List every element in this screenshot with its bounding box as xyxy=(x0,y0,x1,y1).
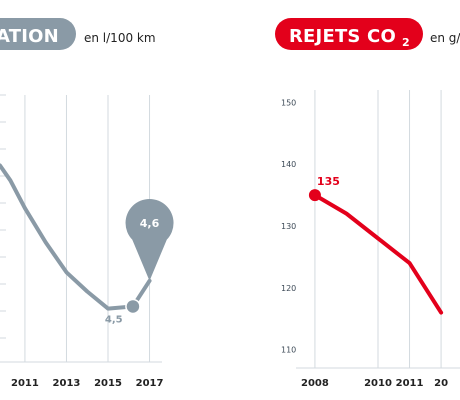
co2-x-tick-label: 20 xyxy=(434,378,448,389)
co2-y-ticks: 110 120 130 140 150 xyxy=(281,98,296,354)
co2-x-ticks: 2008 2010 2011 20 xyxy=(301,378,448,389)
co2-title-text: REJETS CO xyxy=(289,26,396,47)
co2-series-line xyxy=(312,193,444,315)
consumption-title-text: ATION xyxy=(0,26,59,47)
consumption-x-tick-label: 2017 xyxy=(136,378,164,389)
co2-grid xyxy=(296,90,460,369)
co2-title: REJETS CO 2 en g/ xyxy=(275,18,460,50)
consumption-x-tick-label: 2011 xyxy=(11,378,39,389)
co2-y-tick-label: 120 xyxy=(281,284,296,293)
co2-marker-label: 135 xyxy=(317,175,340,188)
co2-y-tick-label: 110 xyxy=(281,346,296,355)
co2-y-tick-label: 140 xyxy=(281,160,296,169)
consumption-marker xyxy=(125,298,141,315)
consumption-title-pill xyxy=(0,18,76,50)
co2-y-tick-label: 150 xyxy=(281,98,296,107)
co2-title-subscript: 2 xyxy=(402,36,410,49)
co2-marker xyxy=(308,189,321,202)
consumption-x-tick-label: 2013 xyxy=(53,378,81,389)
consumption-x-tick-label: 2015 xyxy=(94,378,122,389)
co2-x-tick-label: 2010 xyxy=(364,378,392,389)
consumption-title: ATION en l/100 km xyxy=(0,18,156,50)
co2-x-tick-label: 2011 xyxy=(396,378,424,389)
co2-x-tick-label: 2008 xyxy=(301,378,329,389)
consumption-grid xyxy=(0,94,162,363)
consumption-marker-label: 4,5 xyxy=(105,314,123,325)
co2-title-pill xyxy=(275,18,423,50)
consumption-chart: ATION en l/100 km 2011 2013 2015 2017 4,5 4… xyxy=(0,18,174,389)
co2-y-tick-label: 130 xyxy=(281,222,296,231)
consumption-series-line xyxy=(0,163,152,311)
co2-unit: en g/ xyxy=(430,31,460,45)
consumption-x-ticks: 2011 2013 2015 2017 xyxy=(11,378,163,389)
consumption-pin-label: 4,6 xyxy=(140,217,160,230)
consumption-unit: en l/100 km xyxy=(84,31,156,45)
consumption-pin xyxy=(125,198,174,281)
